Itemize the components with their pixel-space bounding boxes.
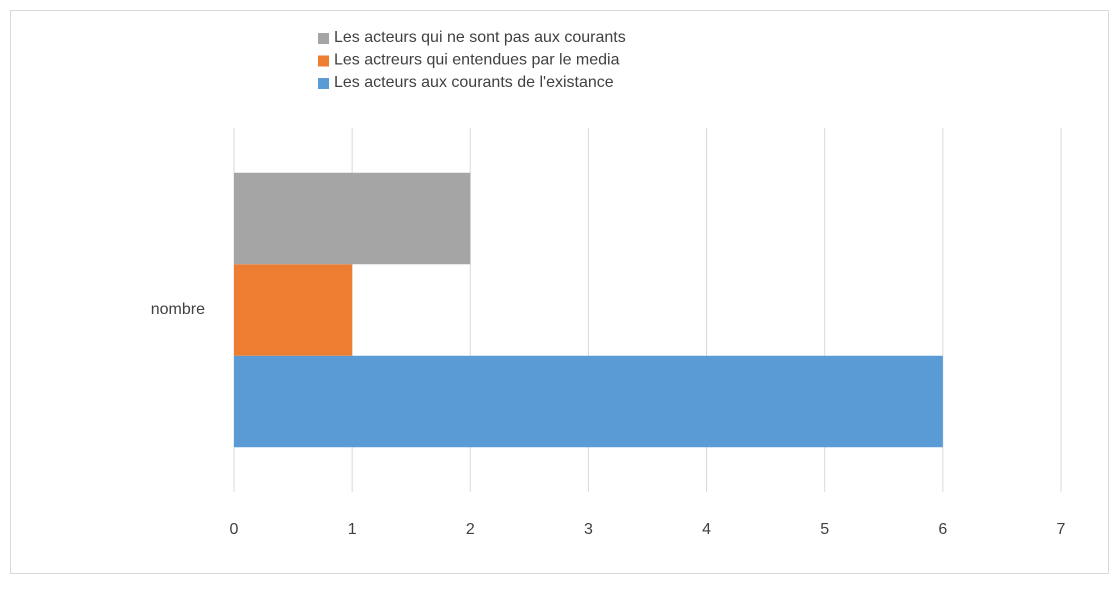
legend-swatch xyxy=(318,33,329,44)
legend-swatch xyxy=(318,78,329,89)
y-tick-label: nombre xyxy=(151,301,205,318)
x-tick-label: 2 xyxy=(466,521,475,538)
x-tick-label: 5 xyxy=(820,521,829,538)
legend-label: Les actreurs qui entendues par le media xyxy=(334,52,620,69)
legend-label: Les acteurs qui ne sont pas aux courants xyxy=(334,29,626,46)
legend-swatch xyxy=(318,55,329,67)
chart-border xyxy=(10,10,1109,574)
x-tick-label: 3 xyxy=(584,521,593,538)
x-tick-label: 4 xyxy=(702,521,711,538)
legend-label: Les acteurs aux courants de l'existance xyxy=(334,74,614,91)
bar xyxy=(234,172,471,265)
x-tick-label: 0 xyxy=(230,521,239,538)
x-tick-label: 6 xyxy=(938,521,947,538)
bar xyxy=(234,264,353,356)
x-tick-label: 1 xyxy=(348,521,357,538)
bar xyxy=(234,355,943,448)
x-tick-label: 7 xyxy=(1057,521,1066,538)
